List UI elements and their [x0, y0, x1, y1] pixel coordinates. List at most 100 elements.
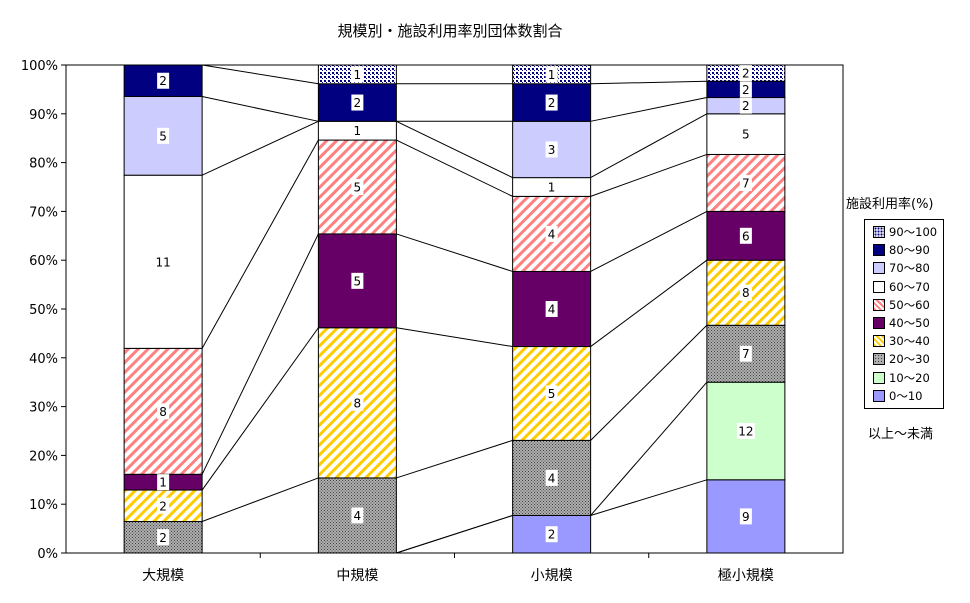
data-label-bg	[351, 66, 364, 83]
data-label: 2	[159, 499, 167, 513]
legend-label: 50～60	[889, 297, 930, 312]
data-label: 2	[548, 96, 556, 110]
legend-label: 70～80	[889, 261, 930, 276]
series-connector	[201, 120, 319, 176]
data-label-bg	[157, 403, 170, 420]
data-label: 4	[548, 471, 556, 485]
series-connector	[396, 139, 513, 197]
y-tick-label: 60%	[29, 254, 58, 269]
data-label-bg	[351, 94, 364, 111]
series-connector	[590, 97, 707, 122]
data-label: 5	[354, 274, 362, 288]
series-connector	[201, 139, 319, 349]
data-label: 6	[742, 229, 750, 243]
y-tick-label: 20%	[29, 449, 58, 464]
legend-label: 30～40	[889, 334, 930, 349]
y-tick-label: 90%	[29, 108, 58, 123]
legend-swatch	[873, 262, 885, 275]
legend-note: 以上～未満	[868, 427, 934, 442]
legend-swatch	[873, 353, 885, 366]
data-label-bg	[351, 272, 364, 289]
y-tick-label: 50%	[29, 303, 58, 318]
legend-item: 50～60	[873, 297, 930, 313]
data-label-bg	[157, 474, 170, 491]
series-connector	[202, 64, 319, 85]
data-label-bg	[157, 529, 170, 546]
data-label-bg	[739, 81, 752, 98]
data-label-bg	[545, 66, 558, 83]
series-connector	[396, 327, 513, 348]
data-label: 5	[742, 128, 750, 142]
data-label: 2	[159, 531, 167, 545]
data-label: 1	[548, 68, 556, 82]
legend-label: 20～30	[889, 352, 930, 367]
data-label: 5	[548, 387, 556, 401]
legend: 90～100 80～90 70～80 60～70 50～60 40～50 30～40 20～3…	[864, 219, 944, 409]
legend-swatch	[873, 280, 885, 293]
data-label-bg	[545, 301, 558, 317]
data-label: 5	[159, 129, 167, 143]
legend-item: 70～80	[873, 260, 930, 276]
data-label: 3	[548, 143, 556, 157]
data-label: 12	[738, 425, 753, 439]
series-connector	[396, 439, 513, 479]
y-tick-label: 10%	[29, 498, 58, 513]
x-tick-label: 中規模	[336, 568, 378, 584]
chart-title: 規模別・施設利用率別団体数割合	[337, 22, 563, 40]
data-label: 7	[742, 347, 750, 361]
data-label-bg	[545, 94, 558, 111]
series-connector	[590, 479, 708, 516]
data-label-bg	[351, 394, 364, 411]
legend-label: 10～20	[889, 370, 930, 385]
data-label-bg	[739, 174, 752, 191]
data-label: 8	[742, 286, 750, 300]
legend-item: 90～100	[873, 224, 937, 240]
legend-swatch	[873, 298, 885, 311]
data-label-bg	[739, 97, 752, 114]
legend-label: 60～70	[889, 279, 930, 294]
legend-item: 60～70	[873, 279, 930, 295]
series-connector	[202, 95, 319, 122]
legend-item: 30～40	[873, 333, 930, 349]
data-label: 2	[548, 528, 556, 542]
data-label: 1	[548, 181, 556, 195]
data-label: 8	[354, 396, 362, 410]
data-label: 2	[354, 96, 362, 110]
legend-item: 20～30	[873, 351, 930, 367]
data-label: 4	[354, 509, 362, 523]
series-connector	[590, 210, 708, 272]
legend-swatch	[873, 226, 885, 238]
legend-swatch	[873, 389, 885, 402]
series-connector	[396, 233, 513, 272]
x-tick-label: 大規模	[142, 568, 184, 584]
legend-swatch	[873, 317, 885, 329]
y-tick-label: 70%	[29, 205, 58, 220]
series-connector	[396, 120, 513, 179]
legend-swatch	[873, 335, 885, 348]
data-label: 2	[742, 67, 750, 81]
data-label: 11	[155, 255, 170, 269]
data-label: 9	[742, 510, 750, 524]
data-label-bg	[545, 225, 558, 242]
data-label-bg	[739, 508, 752, 525]
data-label: 5	[354, 181, 362, 195]
data-label: 2	[742, 83, 750, 97]
x-tick-label: 小規模	[531, 568, 573, 584]
data-label-bg	[351, 507, 364, 524]
data-label-bg	[739, 227, 752, 244]
series-connector	[201, 233, 319, 475]
series-connector	[590, 113, 708, 179]
data-label-bg	[157, 497, 170, 514]
series-connector	[590, 324, 708, 441]
legend-item: 0～10	[873, 388, 922, 404]
data-label: 1	[354, 68, 362, 82]
data-label-bg	[157, 127, 170, 144]
legend-title: 施設利用率(%)	[846, 197, 934, 212]
legend-label: 90～100	[889, 225, 938, 239]
series-connector	[201, 477, 319, 522]
series-connector	[590, 153, 708, 197]
data-label-bg	[739, 284, 752, 301]
data-label: 8	[159, 405, 167, 419]
data-label-bg	[157, 72, 170, 89]
data-label-bg	[545, 385, 558, 402]
